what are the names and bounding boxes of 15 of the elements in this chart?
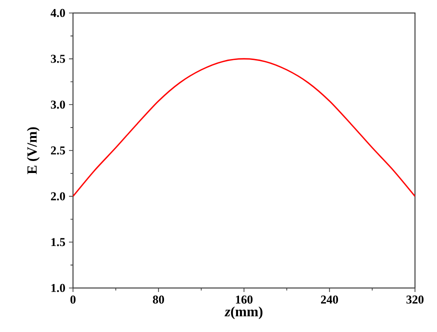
x-tick-label: 0: [70, 296, 76, 304]
y-tick-label: 1.0: [51, 284, 66, 292]
y-tick-label: 2.0: [50, 192, 66, 200]
y-axis-title: E (V/m): [26, 127, 40, 174]
x-tick-label: 240: [320, 296, 338, 304]
x-tick-label: 80: [152, 296, 164, 304]
y-tick-label: 4.0: [50, 8, 66, 18]
line-series: [73, 58, 415, 197]
y-tick-label: 3.0: [50, 100, 66, 109]
x-axis-title: z(mm): [224, 306, 262, 320]
y-tick-label: 1.5: [51, 238, 66, 246]
y-tick-label: 2.5: [50, 146, 66, 155]
x-tick-label: 160: [236, 296, 253, 304]
x-tick-label: 320: [406, 296, 424, 304]
y-tick-label: 3.5: [50, 54, 66, 63]
